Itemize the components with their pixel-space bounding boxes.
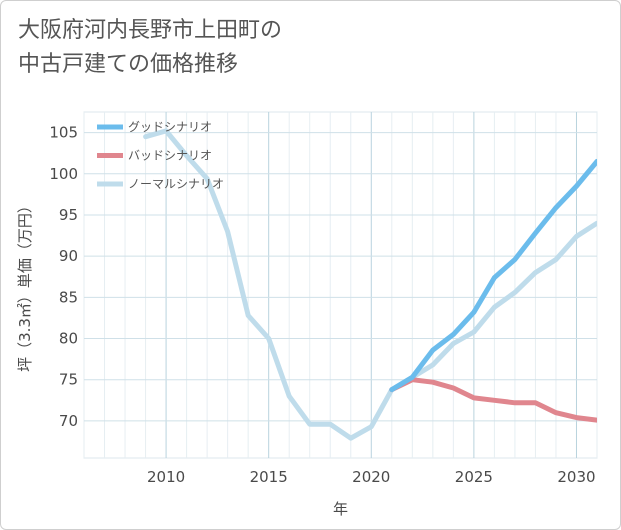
y-tick-label: 90	[59, 247, 78, 265]
series-line-normal	[143, 128, 597, 441]
y-axis-label: 坪（3.3㎡）単価（万円）	[16, 198, 34, 372]
y-tick-label: 105	[49, 124, 78, 142]
axes: 2010 2015 2020 2025 2030 70 75 80 85 90 95 100 105 年 坪…	[16, 124, 596, 518]
x-tick-label: 2020	[352, 468, 390, 486]
series-line-bad	[389, 377, 597, 423]
x-tick-label: 2030	[557, 468, 595, 486]
y-tick-label: 80	[59, 330, 78, 348]
x-tick-label: 2015	[250, 468, 288, 486]
x-axis-label: 年	[333, 500, 348, 518]
series-lines	[143, 128, 597, 441]
x-tick-label: 2010	[147, 468, 185, 486]
x-tick-label: 2025	[455, 468, 493, 486]
chart-title-line-2: 中古戸建ての価格推移	[18, 52, 239, 77]
y-tick-label: 85	[59, 288, 78, 306]
y-tick-label: 70	[59, 412, 78, 430]
y-tick-label: 100	[49, 165, 78, 183]
legend-label-bad: バッドシナリオ	[128, 149, 212, 163]
y-tick-label: 75	[59, 371, 78, 389]
chart-title: 大阪府河内長野市上田町の 中古戸建ての価格推移	[18, 14, 282, 82]
chart-title-line-1: 大阪府河内長野市上田町の	[18, 18, 283, 43]
legend-label-good: グッドシナリオ	[128, 120, 212, 134]
series-line-good	[389, 158, 597, 393]
legend-label-normal: ノーマルシナリオ	[128, 177, 224, 191]
y-tick-label: 95	[59, 206, 78, 224]
